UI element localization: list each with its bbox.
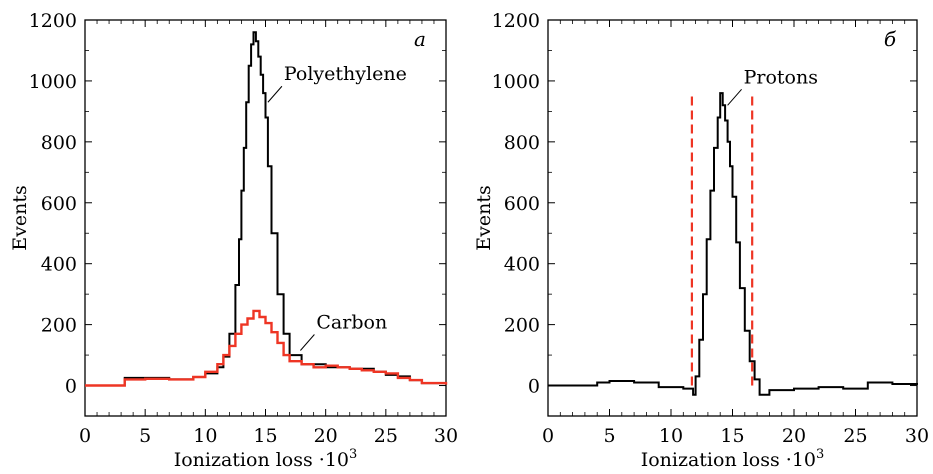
y-axis-label-b: Events [473,185,495,250]
series-protons [548,92,918,396]
y-tick-label-b: 1200 [492,10,540,32]
x-tick-label-b: 5 [603,425,615,447]
y-tick-label-a: 600 [41,193,77,215]
x-tick-label-b: 15 [720,425,744,447]
panel-b: 0 5 10 15 20 25 30 0 200 400 600 800 1000 1200 Protons… [473,10,929,471]
x-tick-label-b: 10 [659,425,683,447]
panel-a: 0 5 10 15 20 25 30 0 200 400 600 800 1000 1200 Polyeth… [9,10,458,471]
x-tick-label-b: 30 [905,425,929,447]
x-tick-label-a: 15 [253,425,277,447]
y-axis-label-a: Events [9,185,31,250]
y-tick-label-a: 1000 [29,71,77,93]
plot-area-a: 0 5 10 15 20 25 30 0 200 400 600 800 1000 1200 Polyeth… [29,10,458,447]
annotation-leader [300,334,315,351]
x-tick-label-a: 25 [374,425,398,447]
y-tick-label-a: 1200 [29,10,77,32]
x-tick-label-b: 20 [782,425,806,447]
annotation-label: Carbon [316,312,387,334]
plot-frame-b [547,19,918,417]
annotation-label: Polyethylene [284,63,407,85]
y-tick-label-b: 1000 [492,71,540,93]
x-tick-label-b: 25 [843,425,867,447]
x-axis-label-b: Ionization loss ·103 [641,447,825,471]
panel-letter-b: б [884,27,897,51]
y-tick-label-b: 800 [504,132,540,154]
x-tick-label-a: 20 [314,425,338,447]
y-tick-label-b: 600 [504,193,540,215]
annotation-leader [727,88,742,106]
y-tick-label-b: 0 [528,376,540,398]
annotation-leader [267,85,283,103]
x-tick-label-a: 30 [434,425,458,447]
annotation-label: Protons [744,66,818,88]
panel-letter-a: а [414,27,426,51]
plot-area-b: 0 5 10 15 20 25 30 0 200 400 600 800 1000 1200 Protons [492,10,929,447]
x-tick-label-a: 0 [79,425,91,447]
x-tick-label-a: 10 [193,425,217,447]
x-axis-label-a: Ionization loss ·103 [174,447,358,471]
y-tick-label-a: 800 [41,132,77,154]
y-tick-label-b: 200 [504,315,540,337]
y-tick-label-a: 400 [41,254,77,276]
y-tick-label-a: 200 [41,315,77,337]
x-tick-label-a: 5 [139,425,151,447]
y-tick-label-b: 400 [504,254,540,276]
y-tick-label-a: 0 [65,376,77,398]
series-carbon [85,309,448,387]
x-tick-label-b: 0 [542,425,554,447]
